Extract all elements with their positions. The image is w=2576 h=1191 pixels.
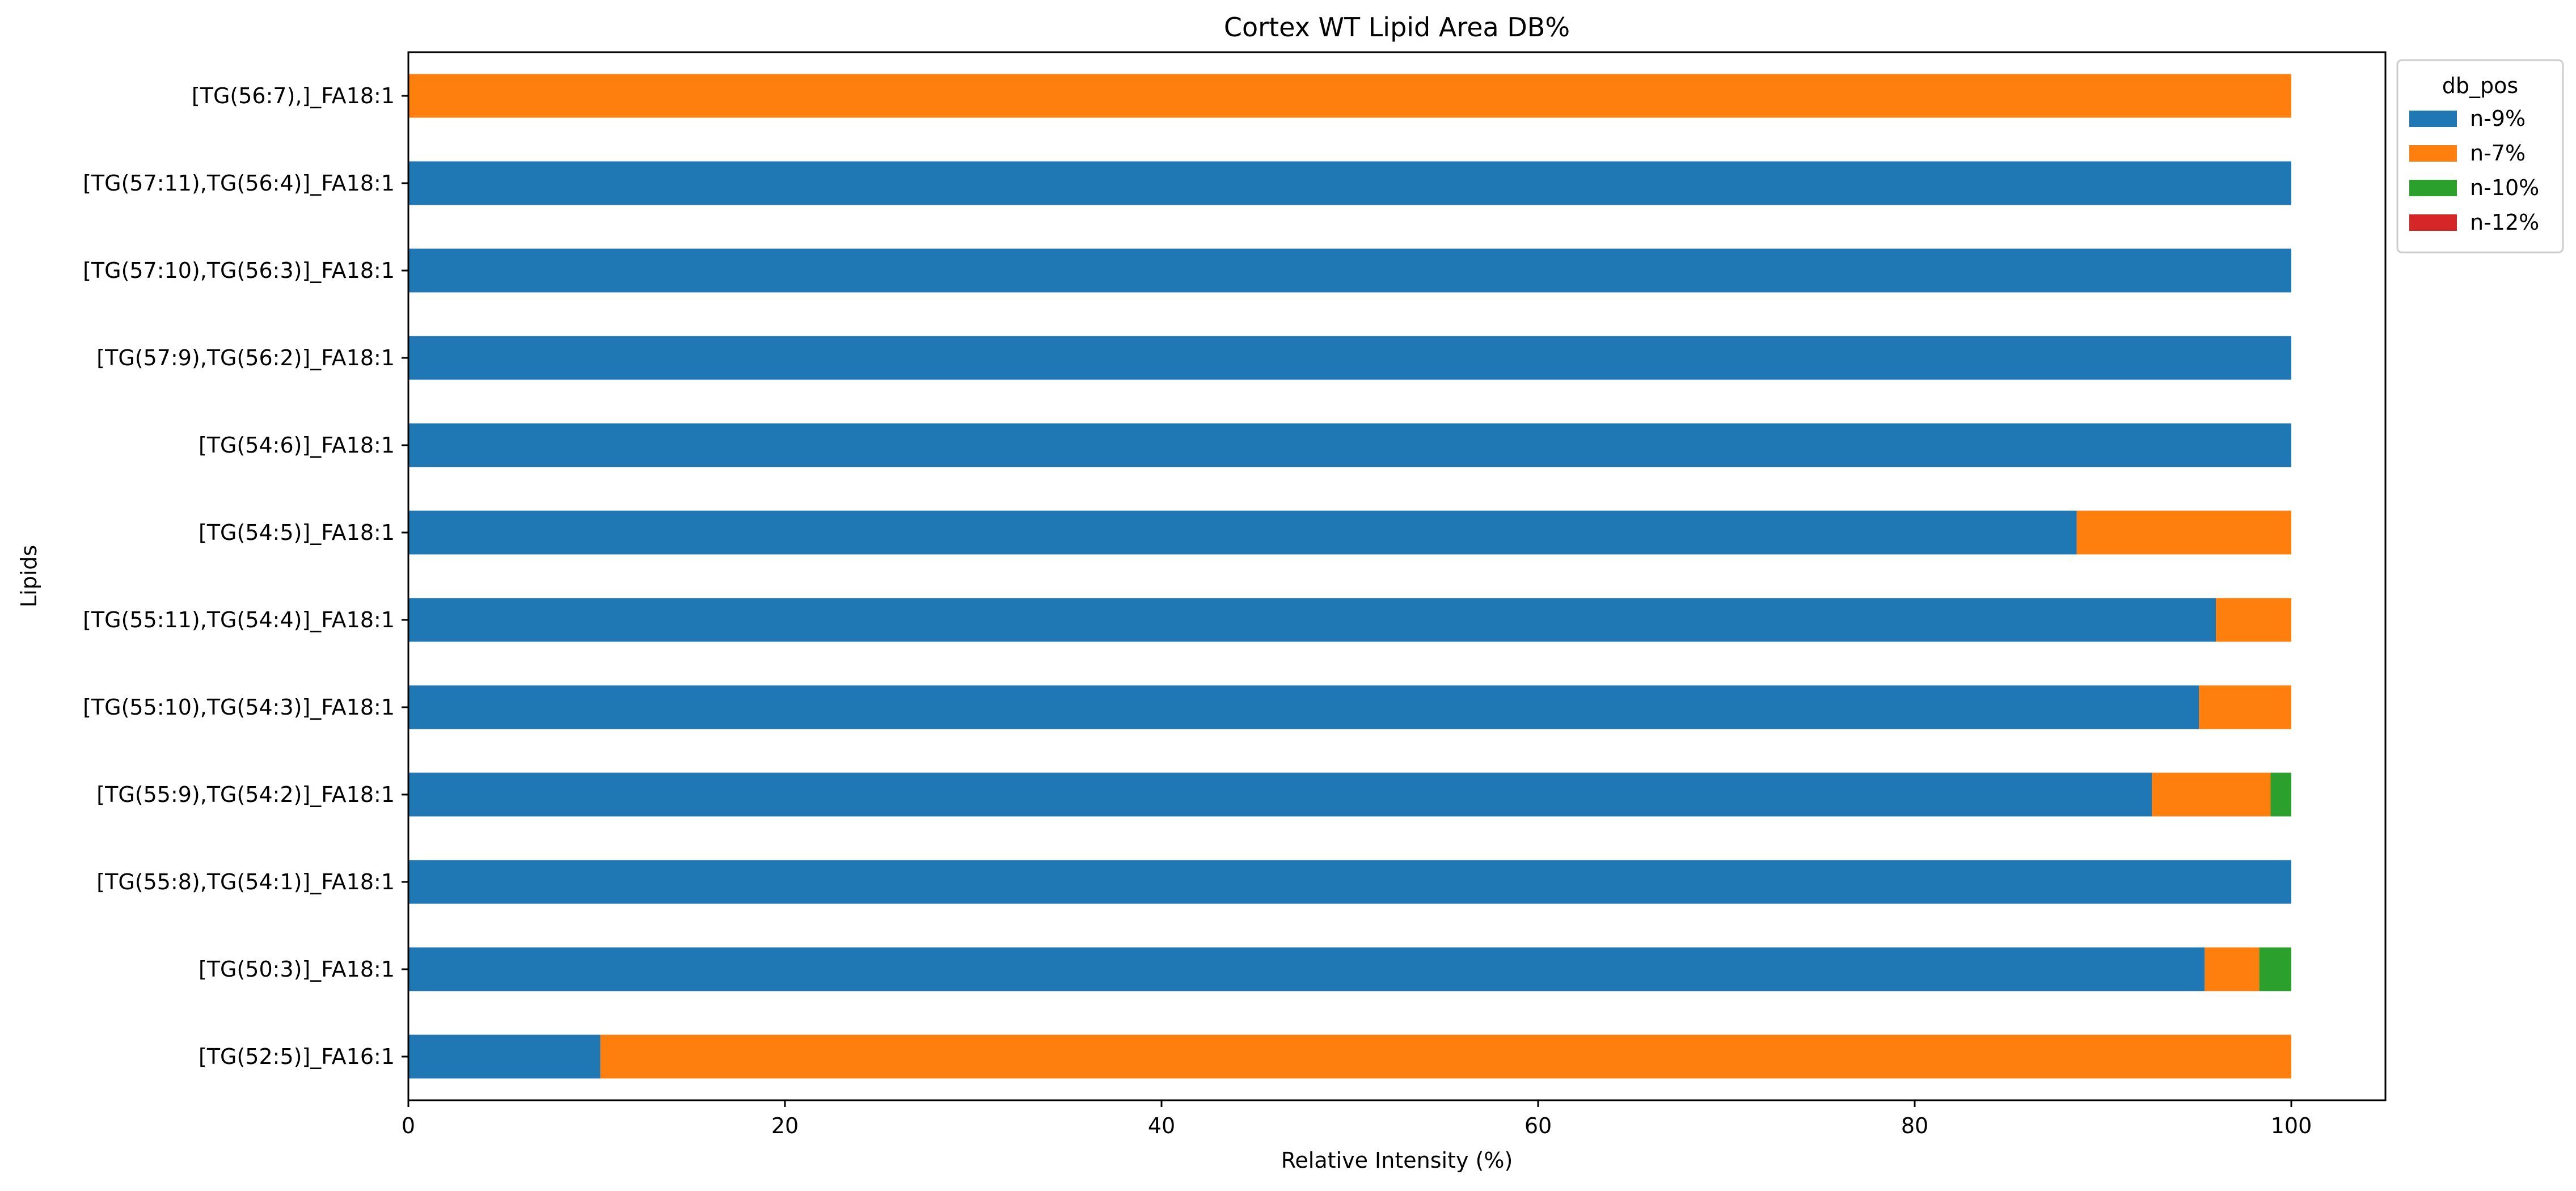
bar-segment [2270, 772, 2291, 817]
bar-segment [408, 947, 2205, 991]
bar-segment [2076, 510, 2291, 555]
bar-segment [408, 161, 2291, 205]
legend-swatch [2409, 214, 2457, 231]
y-tick-label: [TG(57:10),TG(56:3)]_FA18:1 [83, 258, 395, 283]
x-tick-label: 0 [402, 1113, 415, 1138]
bar-segment [600, 1034, 2291, 1079]
y-tick-label: [TG(55:11),TG(54:4)]_FA18:1 [83, 607, 395, 632]
bar-segment [2259, 947, 2291, 991]
bar-segment [408, 598, 2216, 642]
x-tick-label: 40 [1148, 1113, 1175, 1138]
legend-swatch [2409, 111, 2457, 127]
bar-segment [408, 1034, 601, 1079]
bar-segment [408, 685, 2199, 729]
y-tick-label: [TG(55:10),TG(54:3)]_FA18:1 [83, 695, 395, 720]
x-tick-label: 60 [1525, 1113, 1552, 1138]
legend-label: n-12% [2470, 210, 2539, 235]
legend-swatch [2409, 180, 2457, 196]
x-tick-label: 20 [771, 1113, 799, 1138]
bar-segment [2216, 598, 2291, 642]
legend-label: n-9% [2470, 106, 2526, 131]
y-tick-label: [TG(54:6)]_FA18:1 [199, 433, 395, 458]
bar-segment [408, 860, 2291, 904]
y-tick-label: [TG(55:8),TG(54:1)]_FA18:1 [96, 869, 395, 894]
y-tick-label: [TG(52:5)]_FA16:1 [199, 1044, 395, 1069]
bar-segment [408, 248, 2291, 293]
legend-swatch [2409, 145, 2457, 162]
bar-segment [408, 772, 2152, 817]
bar-segment [408, 423, 2291, 467]
x-tick-label: 100 [2271, 1113, 2312, 1138]
legend-items: n-9% n-7% n-10% n-12% [2409, 106, 2539, 235]
plot-area-frame [407, 51, 2387, 1101]
legend-label: n-7% [2470, 141, 2526, 166]
bar-segment [2205, 947, 2260, 991]
y-tick-label: [TG(50:3)]_FA18:1 [199, 957, 395, 982]
y-axis-ticks: [TG(56:7),]_FA18:1 [TG(57:11),TG(56:4)]_F… [83, 83, 408, 1069]
bar-segment [2199, 685, 2291, 729]
bar-segment [408, 336, 2291, 380]
y-tick-label: [TG(57:11),TG(56:4)]_FA18:1 [83, 171, 395, 196]
legend-label: n-10% [2470, 175, 2539, 200]
legend-frame [2396, 59, 2564, 254]
y-tick-label: [TG(55:9),TG(54:2)]_FA18:1 [96, 782, 395, 807]
y-tick-label: [TG(56:7),]_FA18:1 [192, 83, 395, 108]
bar-segment [408, 74, 2291, 118]
chart-title: Cortex WT Lipid Area DB% [1224, 12, 1570, 43]
x-axis-ticks: 0 20 40 60 80 100 [402, 1100, 2312, 1138]
bars-layer [408, 74, 2291, 1079]
bar-segment [2152, 772, 2271, 817]
y-tick-label: [TG(54:5)]_FA18:1 [199, 520, 395, 545]
x-tick-label: 80 [1901, 1113, 1928, 1138]
x-axis-label: Relative Intensity (%) [1281, 1148, 1513, 1173]
legend: db_pos n-9% n-7% n-10% n-12% [2396, 59, 2564, 254]
y-axis-label: Lipids [16, 545, 41, 607]
bar-segment [408, 510, 2077, 555]
legend-title: db_pos [2442, 73, 2518, 98]
y-tick-label: [TG(57:9),TG(56:2)]_FA18:1 [96, 345, 395, 370]
